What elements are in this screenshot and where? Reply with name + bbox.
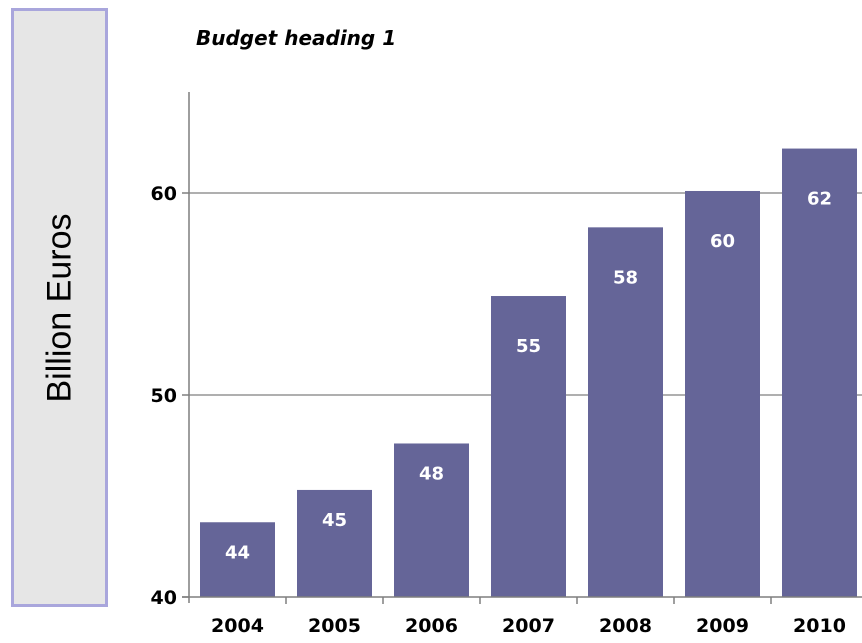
x-tick-label-2007: 2007: [502, 615, 555, 637]
x-tick-label-2009: 2009: [696, 615, 749, 637]
bar-2008: [588, 227, 663, 597]
bar-2006: [394, 443, 469, 597]
data-label-2004: 44: [225, 542, 250, 563]
bar-2004: [200, 522, 275, 597]
y-axis-label-box: Billion Euros: [11, 8, 108, 607]
data-label-2010: 62: [807, 189, 832, 210]
x-tick-label-2005: 2005: [308, 615, 361, 637]
bar-2005: [297, 489, 372, 597]
data-label-2007: 55: [516, 336, 541, 357]
y-tick-label-60: 60: [151, 183, 177, 205]
x-tick-label-2006: 2006: [405, 615, 458, 637]
bar-2009: [685, 190, 760, 598]
chart-title: Budget heading 1: [196, 26, 397, 50]
data-label-2008: 58: [613, 267, 638, 288]
data-label-2005: 45: [322, 510, 347, 531]
y-tick-label-50: 50: [151, 385, 177, 407]
bar-2010: [782, 148, 857, 597]
y-tick-label-40: 40: [151, 587, 177, 609]
x-tick-label-2004: 2004: [211, 615, 264, 637]
x-tick-label-2008: 2008: [599, 615, 652, 637]
data-label-2009: 60: [710, 231, 735, 252]
data-label-2006: 48: [419, 463, 444, 484]
x-tick-label-2010: 2010: [793, 615, 846, 637]
bar-2007: [491, 296, 566, 597]
